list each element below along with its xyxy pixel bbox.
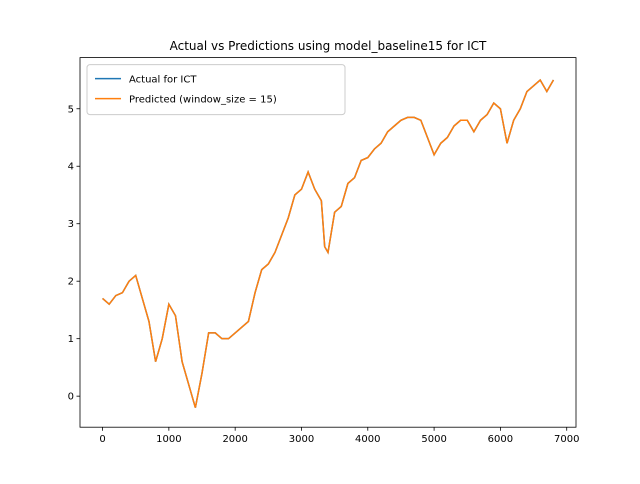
y-tick-label: 0 xyxy=(68,392,74,403)
legend-label: Predicted (window_size = 15) xyxy=(129,95,277,106)
legend-box xyxy=(86,64,346,116)
x-tick-label: 2000 xyxy=(222,434,247,445)
x-tick-label: 0 xyxy=(99,434,105,445)
series-line xyxy=(102,78,555,408)
y-tick-label: 2 xyxy=(68,277,74,288)
series-line xyxy=(102,78,555,408)
y-tick-label: 5 xyxy=(68,104,74,115)
y-tick-label: 1 xyxy=(68,334,74,345)
y-tick-label: 4 xyxy=(68,162,74,173)
y-tick-label: 3 xyxy=(68,219,74,230)
x-tick-label: 1000 xyxy=(156,434,181,445)
x-tick-label: 4000 xyxy=(355,434,380,445)
plot-frame xyxy=(79,57,577,428)
legend-label: Actual for ICT xyxy=(129,75,197,86)
x-tick-label: 5000 xyxy=(421,434,446,445)
x-tick-label: 6000 xyxy=(488,434,513,445)
x-tick-label: 7000 xyxy=(554,434,579,445)
x-tick-label: 3000 xyxy=(289,434,314,445)
chart-title: Actual vs Predictions using model_baseli… xyxy=(170,39,487,53)
